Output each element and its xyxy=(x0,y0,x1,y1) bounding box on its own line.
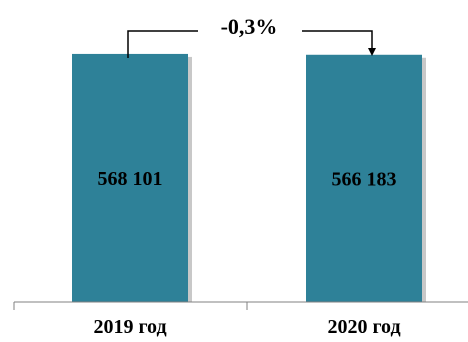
x-tick-label: 2019 год xyxy=(93,316,166,338)
bar-value-label: 568 101 xyxy=(98,168,163,190)
bar-shadow xyxy=(188,56,192,302)
bar-2020 xyxy=(306,54,422,303)
change-label: -0,3% xyxy=(221,14,278,39)
bar-value-label: 566 183 xyxy=(332,168,397,190)
change-bracket-left xyxy=(127,30,198,58)
x-tick-label: 2020 год xyxy=(327,316,400,338)
bar-2019 xyxy=(72,53,188,302)
change-bracket-right xyxy=(302,30,376,56)
bar-shadow xyxy=(422,57,426,303)
